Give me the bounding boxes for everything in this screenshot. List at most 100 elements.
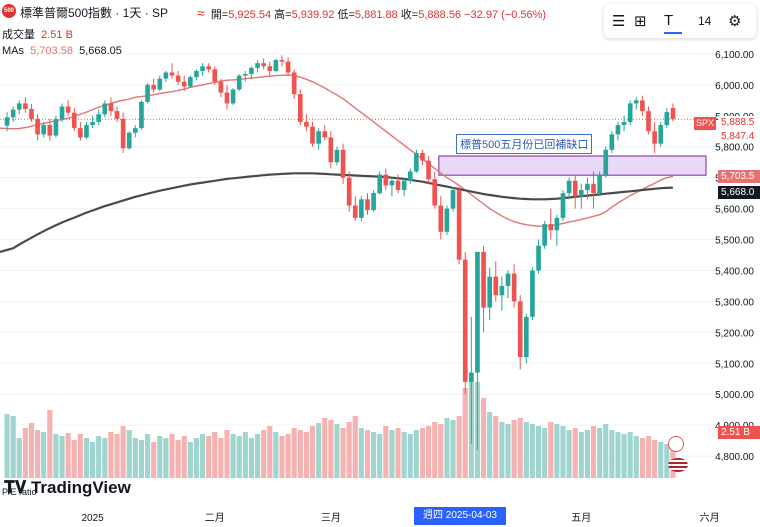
candle (218, 78, 224, 98)
text-tool-icon[interactable]: T (664, 12, 674, 29)
volume-bar (383, 426, 389, 478)
volume-bar (584, 430, 590, 478)
open-value: 5,925.54 (228, 9, 272, 21)
candle (450, 186, 456, 212)
candle (444, 205, 450, 235)
candle (328, 131, 334, 169)
ma1-value: 5,703.58 (30, 45, 73, 57)
candle (389, 177, 395, 197)
candle-body (224, 92, 230, 104)
candle-body (255, 63, 260, 68)
volume-bar (505, 424, 511, 478)
candle (249, 66, 254, 79)
volume-bar (157, 436, 163, 478)
candle-body (560, 193, 566, 218)
candle (511, 264, 517, 308)
price-tick-label: 5,500.00 (715, 236, 754, 247)
candle-body (426, 160, 431, 180)
font-size-value[interactable]: 14 (698, 14, 712, 28)
volume-bar (645, 436, 652, 478)
candle (414, 149, 419, 174)
candle-body (194, 70, 199, 78)
candle (102, 100, 108, 118)
volume-bar (395, 428, 401, 478)
candle-body (377, 174, 383, 194)
header-ohlc: ≈ 開=5,925.54 高=5,939.92 低=5,881.88 收=5,8… (197, 5, 546, 22)
candle-body (371, 193, 376, 211)
settings-sliders-icon[interactable]: ☰ (612, 13, 626, 30)
candle-body (444, 208, 450, 232)
volume-bar (652, 440, 658, 478)
candle (322, 125, 328, 141)
candle-body (597, 174, 602, 194)
candle-body (420, 152, 425, 161)
candle (78, 121, 83, 141)
price-tick-label: 4,800.00 (715, 452, 754, 463)
volume-bar (83, 438, 90, 478)
volume-bar (224, 430, 230, 478)
ma-short-price-badge: 5,847.4 (718, 130, 760, 143)
volume-bar (193, 438, 200, 478)
candle-body (609, 134, 615, 150)
candle-body (328, 137, 334, 163)
candle-body (566, 180, 572, 194)
candle-body (511, 273, 517, 302)
volume-bar (493, 416, 499, 478)
gear-icon[interactable]: ⚙ (728, 13, 742, 30)
close-value: 5,888.56 (418, 9, 462, 21)
volume-bar (206, 436, 212, 478)
volume-bar (47, 410, 53, 478)
symbol-title[interactable]: 標準普爾500指數 · 1天 · SP (20, 6, 169, 20)
candle-body (108, 103, 114, 112)
candle (4, 112, 10, 132)
candle (670, 103, 676, 122)
candle-body (65, 106, 71, 113)
volume-bar (65, 433, 71, 478)
price-tick-label: 5,100.00 (715, 359, 754, 370)
volume-bar (199, 434, 206, 478)
volume-bar (572, 428, 578, 478)
candle (487, 267, 492, 320)
volume-bar (261, 430, 267, 478)
candle-body (126, 132, 132, 149)
volume-bar (499, 422, 505, 478)
candle-body (304, 121, 309, 127)
volume-bar (542, 428, 548, 478)
candle-body (505, 273, 511, 286)
alert-icon[interactable] (668, 436, 684, 452)
volume-bar (273, 432, 279, 478)
gap-annotation[interactable]: 標普500五月份已回補缺口 (456, 134, 593, 154)
candle-body (432, 179, 438, 206)
candle-body (670, 108, 676, 120)
add-indicator-icon[interactable]: ⊞ (634, 13, 647, 30)
candle (267, 61, 273, 76)
high-label: 高= (274, 9, 292, 21)
candle (157, 75, 163, 92)
us-flag-icon[interactable] (668, 458, 688, 472)
candle (475, 251, 480, 450)
volume-bar (175, 440, 181, 478)
volume-bar (108, 432, 114, 478)
volume-bar (633, 436, 639, 478)
candle-body (267, 66, 273, 71)
candle-body (145, 84, 150, 102)
candle (41, 121, 47, 138)
candle-body (169, 72, 175, 76)
chevron-down-icon[interactable]: ≈ (197, 5, 205, 21)
volume-bar (627, 432, 633, 478)
candle (169, 63, 175, 79)
candle (640, 95, 645, 116)
candle (603, 146, 609, 178)
grid (0, 53, 718, 457)
candle-body (469, 372, 474, 382)
volume-bar (316, 423, 322, 478)
candle-body (297, 94, 303, 122)
volume-bar (352, 416, 358, 478)
candle (346, 171, 352, 212)
volume-bar (35, 430, 41, 478)
candle-body (475, 251, 480, 373)
candle (59, 103, 65, 122)
candle-body (652, 131, 657, 144)
price-tick-label: 5,400.00 (715, 266, 754, 277)
